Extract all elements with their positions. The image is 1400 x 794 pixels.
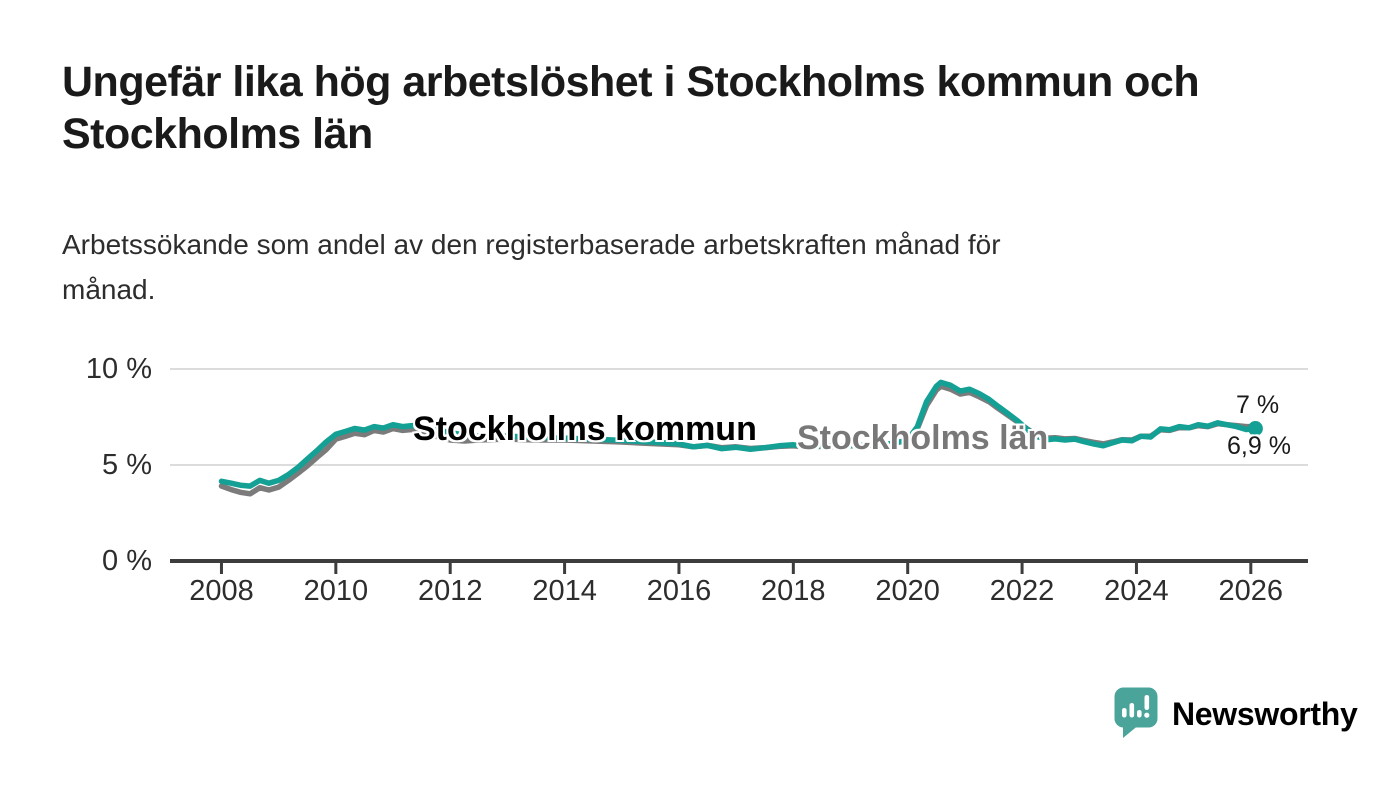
page-subtitle: Arbetssökande som andel av den registerb…: [62, 222, 1001, 312]
newsworthy-logo-text: Newsworthy: [1172, 696, 1358, 732]
series-label-stockholms-kommun: Stockholms kommun: [413, 410, 757, 448]
series-label-stockholms-lan: Stockholms län: [797, 419, 1049, 457]
newsworthy-logo: Newsworthy: [1114, 686, 1358, 742]
page-title-line1: Ungefär lika hög arbetslöshet i Stockhol…: [62, 58, 1200, 106]
speech-bubble-bar-chart-icon: [1114, 687, 1158, 738]
page-title: Ungefär lika hög arbetslöshet i Stockhol…: [62, 56, 1200, 160]
end-value-label-stockholms-kommun: 6,9 %: [1227, 432, 1291, 460]
page-title-line2: Stockholms län: [62, 110, 373, 158]
series-end-dot-stockholms-kommun: [1247, 421, 1263, 436]
end-value-label-stockholms-lan: 7 %: [1236, 391, 1280, 419]
series-line-stockholms-kommun: [218, 379, 1259, 489]
page-subtitle-line2: månad.: [62, 274, 156, 305]
page-subtitle-line1: Arbetssökande som andel av den registerb…: [62, 229, 1001, 260]
